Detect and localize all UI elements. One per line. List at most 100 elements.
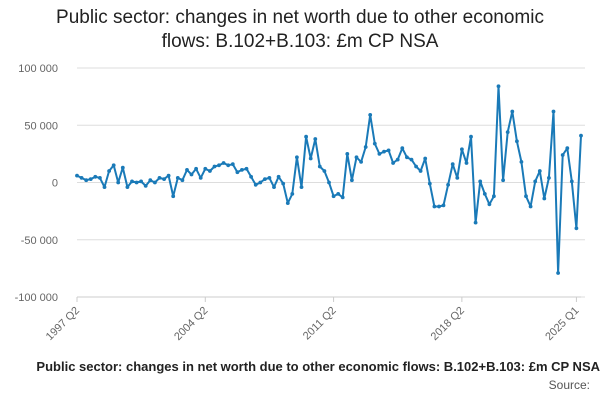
data-point xyxy=(487,202,492,207)
data-point xyxy=(134,180,139,185)
y-tick-label: -100 000 xyxy=(15,292,58,304)
data-point xyxy=(157,176,162,180)
x-axis: 1997 Q2 2004 Q2 2011 Q2 2018 Q2 2025 Q1 xyxy=(44,296,582,343)
x-tick-label: 1997 Q2 xyxy=(44,305,82,343)
chart-title-line-1: Public sector: changes in net worth due … xyxy=(56,7,544,28)
data-point xyxy=(120,165,125,170)
data-point xyxy=(565,146,570,151)
data-point xyxy=(102,185,107,190)
data-point xyxy=(185,168,189,172)
data-point xyxy=(148,178,153,183)
data-point xyxy=(560,153,565,157)
chart-title: Public sector: changes in net worth due … xyxy=(0,6,600,54)
y-tick-label: -50 000 xyxy=(21,235,58,247)
data-point xyxy=(171,194,176,199)
data-point xyxy=(98,176,102,180)
data-point xyxy=(382,149,386,154)
data-point xyxy=(281,181,286,186)
data-point xyxy=(423,156,428,161)
data-point xyxy=(79,176,84,180)
data-point xyxy=(180,178,185,183)
data-point xyxy=(363,145,368,149)
data-point xyxy=(162,177,167,182)
data-point xyxy=(331,194,336,199)
data-point xyxy=(368,113,373,117)
data-point xyxy=(240,168,244,172)
data-point xyxy=(267,176,272,180)
data-point xyxy=(350,178,354,183)
data-point xyxy=(217,163,221,168)
data-point xyxy=(354,155,359,160)
data-point xyxy=(455,176,460,180)
series-layer xyxy=(75,84,583,275)
data-point xyxy=(359,160,363,164)
data-point xyxy=(84,178,89,183)
data-point xyxy=(322,169,327,173)
data-point xyxy=(198,176,203,180)
data-point xyxy=(418,169,423,173)
data-point xyxy=(524,194,528,199)
data-point xyxy=(505,130,510,135)
data-point xyxy=(533,179,538,184)
x-tick-label: 2018 Q2 xyxy=(429,305,467,343)
data-point xyxy=(395,157,400,162)
data-point xyxy=(551,109,556,114)
data-point xyxy=(175,176,180,180)
data-point xyxy=(226,163,231,168)
footer-chart-title: Public sector: changes in net worth due … xyxy=(36,359,600,374)
data-point xyxy=(194,166,199,171)
data-point xyxy=(130,179,134,184)
data-point xyxy=(450,162,455,167)
data-point xyxy=(441,203,446,208)
data-point xyxy=(166,173,171,178)
data-point xyxy=(299,185,304,190)
data-point xyxy=(244,166,249,171)
y-tick-label: 0 xyxy=(52,178,58,190)
data-point xyxy=(386,148,391,153)
data-point xyxy=(400,146,405,151)
data-point xyxy=(304,134,308,139)
data-point xyxy=(276,174,281,179)
data-point xyxy=(469,134,473,139)
data-point xyxy=(272,185,276,190)
data-point xyxy=(308,156,313,161)
data-point xyxy=(574,226,579,231)
data-point xyxy=(125,185,130,190)
data-point xyxy=(556,271,560,275)
data-point xyxy=(290,192,295,196)
data-point xyxy=(143,184,148,188)
y-tick-label: 100 000 xyxy=(18,63,58,75)
data-point xyxy=(285,201,290,206)
data-point xyxy=(409,157,414,162)
data-point xyxy=(295,155,299,160)
data-point xyxy=(75,173,79,178)
chart-title-line-2: flows: B.102+B.103: £m CP NSA xyxy=(161,31,439,52)
data-point xyxy=(203,166,208,171)
data-point xyxy=(230,162,235,167)
data-point xyxy=(446,182,450,187)
data-point xyxy=(116,180,121,185)
data-point xyxy=(372,141,377,146)
data-point xyxy=(482,192,487,196)
data-point xyxy=(391,161,395,165)
data-point xyxy=(153,180,157,185)
chart-footer: Public sector: changes in net worth due … xyxy=(0,359,600,399)
data-point xyxy=(253,182,258,187)
data-point xyxy=(405,155,409,160)
data-point xyxy=(263,177,267,182)
data-point xyxy=(221,161,226,165)
data-point xyxy=(515,139,519,144)
data-point xyxy=(139,179,144,184)
data-point xyxy=(336,192,341,196)
source-label: Source: xyxy=(548,378,590,392)
y-tick-label: 50 000 xyxy=(24,120,58,132)
data-point xyxy=(473,220,478,225)
x-tick-label: 2004 Q2 xyxy=(172,305,210,343)
data-point xyxy=(496,84,501,89)
data-point xyxy=(212,164,217,169)
data-point xyxy=(208,169,212,173)
series-line xyxy=(76,85,582,274)
data-point xyxy=(537,169,542,173)
x-tick-label: 2011 Q2 xyxy=(301,305,339,343)
